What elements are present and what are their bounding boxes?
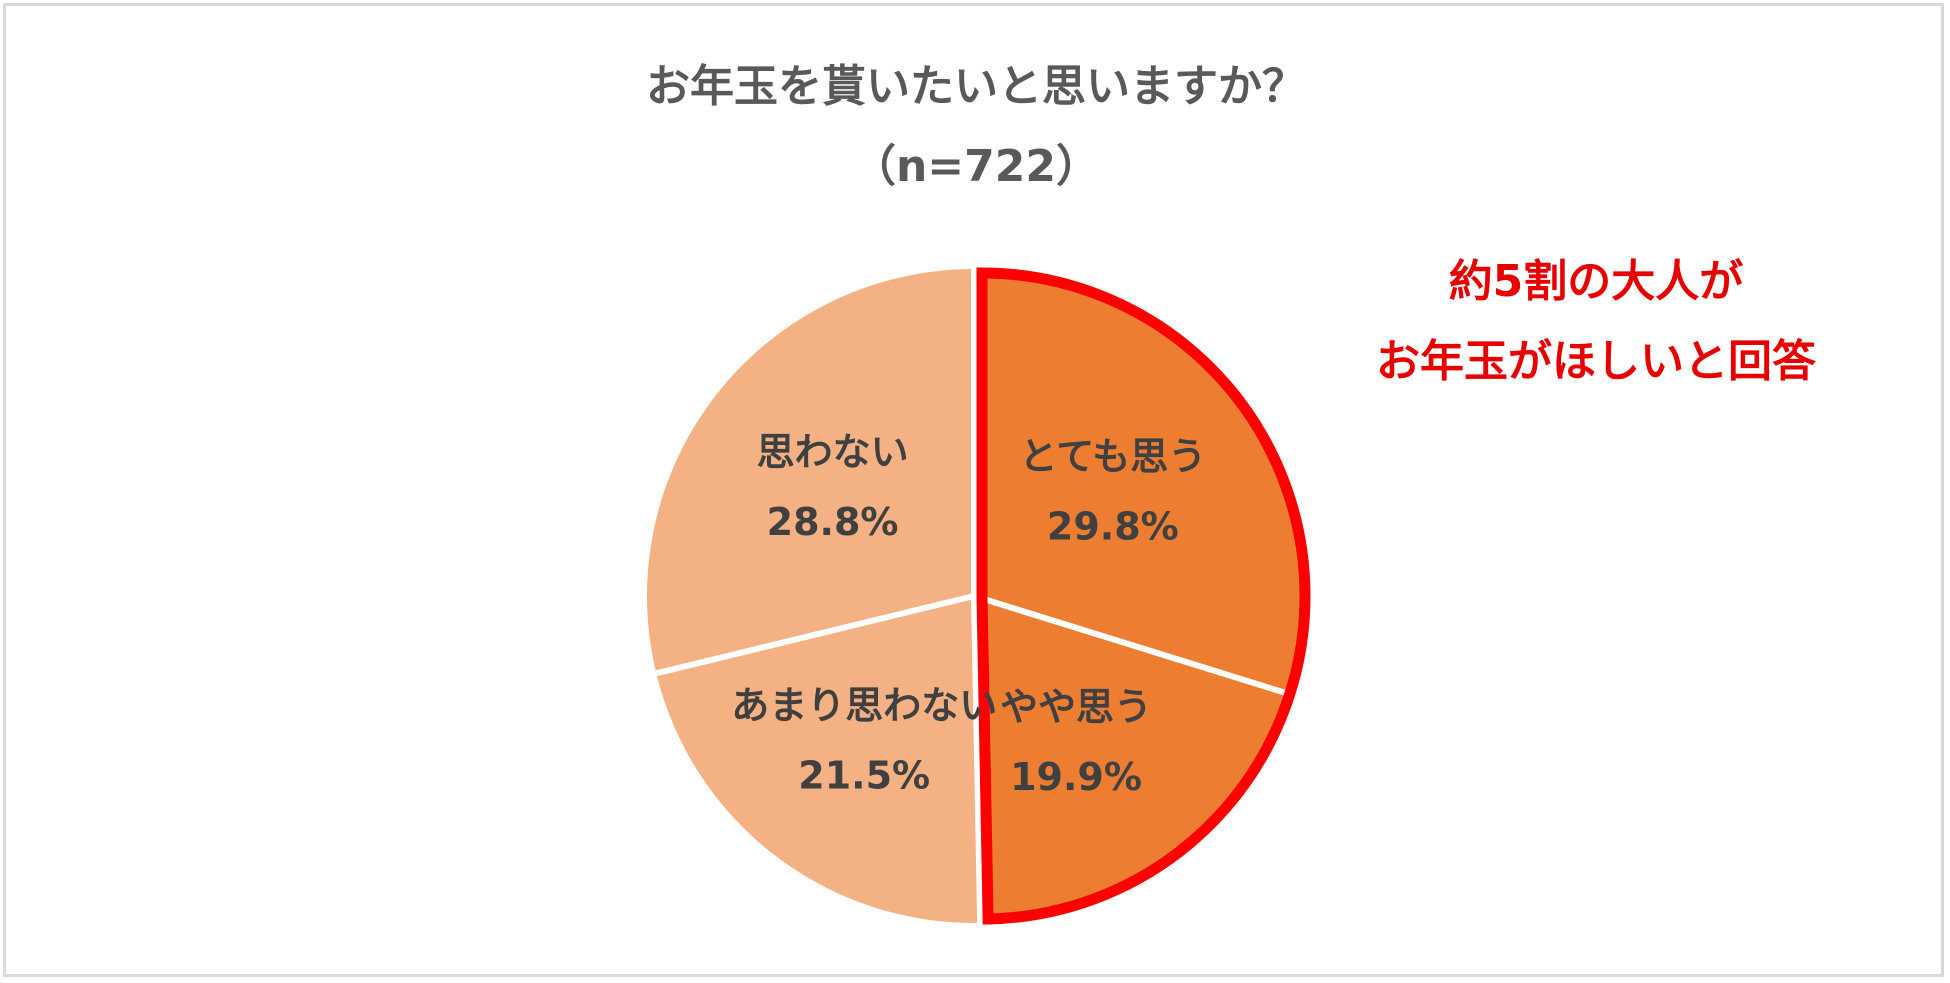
pie-slice-4 [647,269,974,674]
chart-title: お年玉を貰いたいと思いますか？ [646,61,1306,112]
slice-separator-3 [971,595,984,923]
slice-separator-2 [973,593,1288,696]
slice-value-label-1: 29.8% [1047,504,1179,548]
chart-subtitle: （n=722） [852,141,1100,192]
pie-slice-1 [974,269,1301,694]
slice-label-4: 思わない [757,430,909,474]
highlight-outline-path [976,267,1311,925]
slice-label-1: とても思う [1019,434,1206,478]
pie-slice-2 [974,596,1287,923]
pie-slices [647,269,1301,923]
slice-labels: とても思う 29.8% やや思う 19.9% あまり思わない 21.5% 思わない 28.8% [731,430,1206,799]
slice-label-2: やや思う [1000,685,1152,729]
pie-slice-3 [656,596,981,923]
chart-frame: お年玉を貰いたいと思いますか？ （n=722） とても思う 29.8% やや思う 19… [3,3,1944,977]
slice-value-label-3: 21.5% [798,753,930,797]
pie-chart: お年玉を貰いたいと思いますか？ （n=722） とても思う 29.8% やや思う 19… [646,61,1817,925]
slice-value-label-2: 19.9% [1010,755,1142,799]
highlight-outline [976,267,1311,925]
slice-label-3: あまり思わない [731,683,997,727]
slice-value-label-4: 28.8% [767,500,899,544]
annotation-line-1: 約5割の大人が [1449,256,1744,307]
slice-separator-4 [655,593,975,677]
annotation-line-2: お年玉がほしいと回答 [1376,336,1817,387]
slice-separators [655,269,1288,923]
